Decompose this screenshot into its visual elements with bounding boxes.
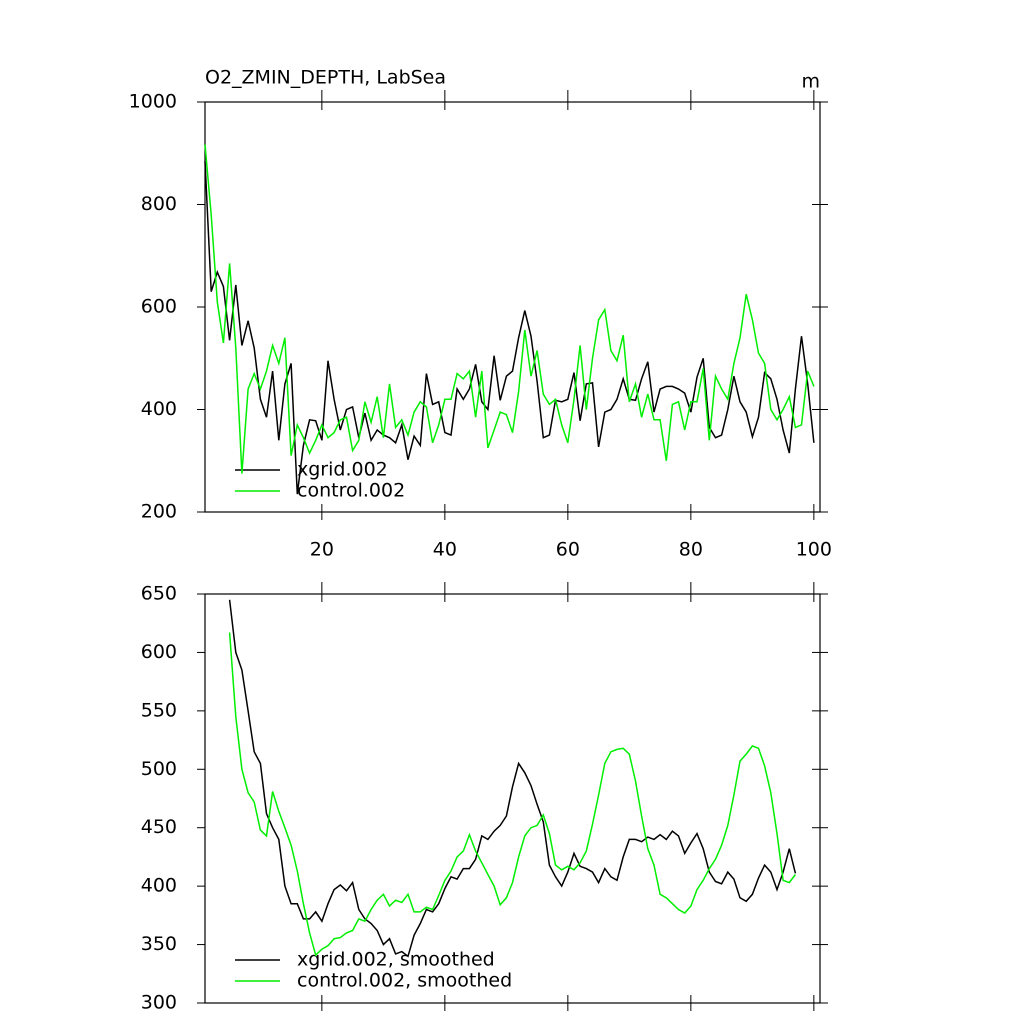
y-tick-label: 550 [141,699,177,721]
x-tick-label: 80 [679,539,703,561]
y-tick-label: 500 [141,758,177,780]
x-tick-label: 20 [310,539,334,561]
y-tick-label: 450 [141,816,177,838]
legend-label: control.002, smoothed [297,970,512,992]
plot-frame [204,593,821,1004]
y-tick-label: 400 [141,875,177,897]
y-tick-label: 800 [141,193,177,215]
data-line [228,632,796,957]
units-label: m [801,71,820,93]
y-tick-label: 350 [141,933,177,955]
chart-title: O2_ZMIN_DEPTH, LabSea [205,67,446,89]
y-tick-label: 200 [141,501,177,523]
x-tick-label: 100 [796,539,832,561]
legend-label: xgrid.002 [297,459,388,481]
y-tick-label: 300 [141,992,177,1014]
y-tick-label: 1000 [129,91,177,113]
plot-frame [204,101,821,513]
y-tick-label: 600 [141,296,177,318]
data-line [228,599,797,958]
legend-label: control.002 [297,480,405,502]
y-tick-label: 600 [141,641,177,663]
y-tick-label: 650 [141,583,177,605]
x-tick-label: 60 [556,539,580,561]
legend-label: xgrid.002, smoothed [297,949,495,971]
data-line [204,160,815,495]
x-tick-label: 40 [433,539,457,561]
data-line [204,144,815,474]
y-tick-label: 400 [141,398,177,420]
